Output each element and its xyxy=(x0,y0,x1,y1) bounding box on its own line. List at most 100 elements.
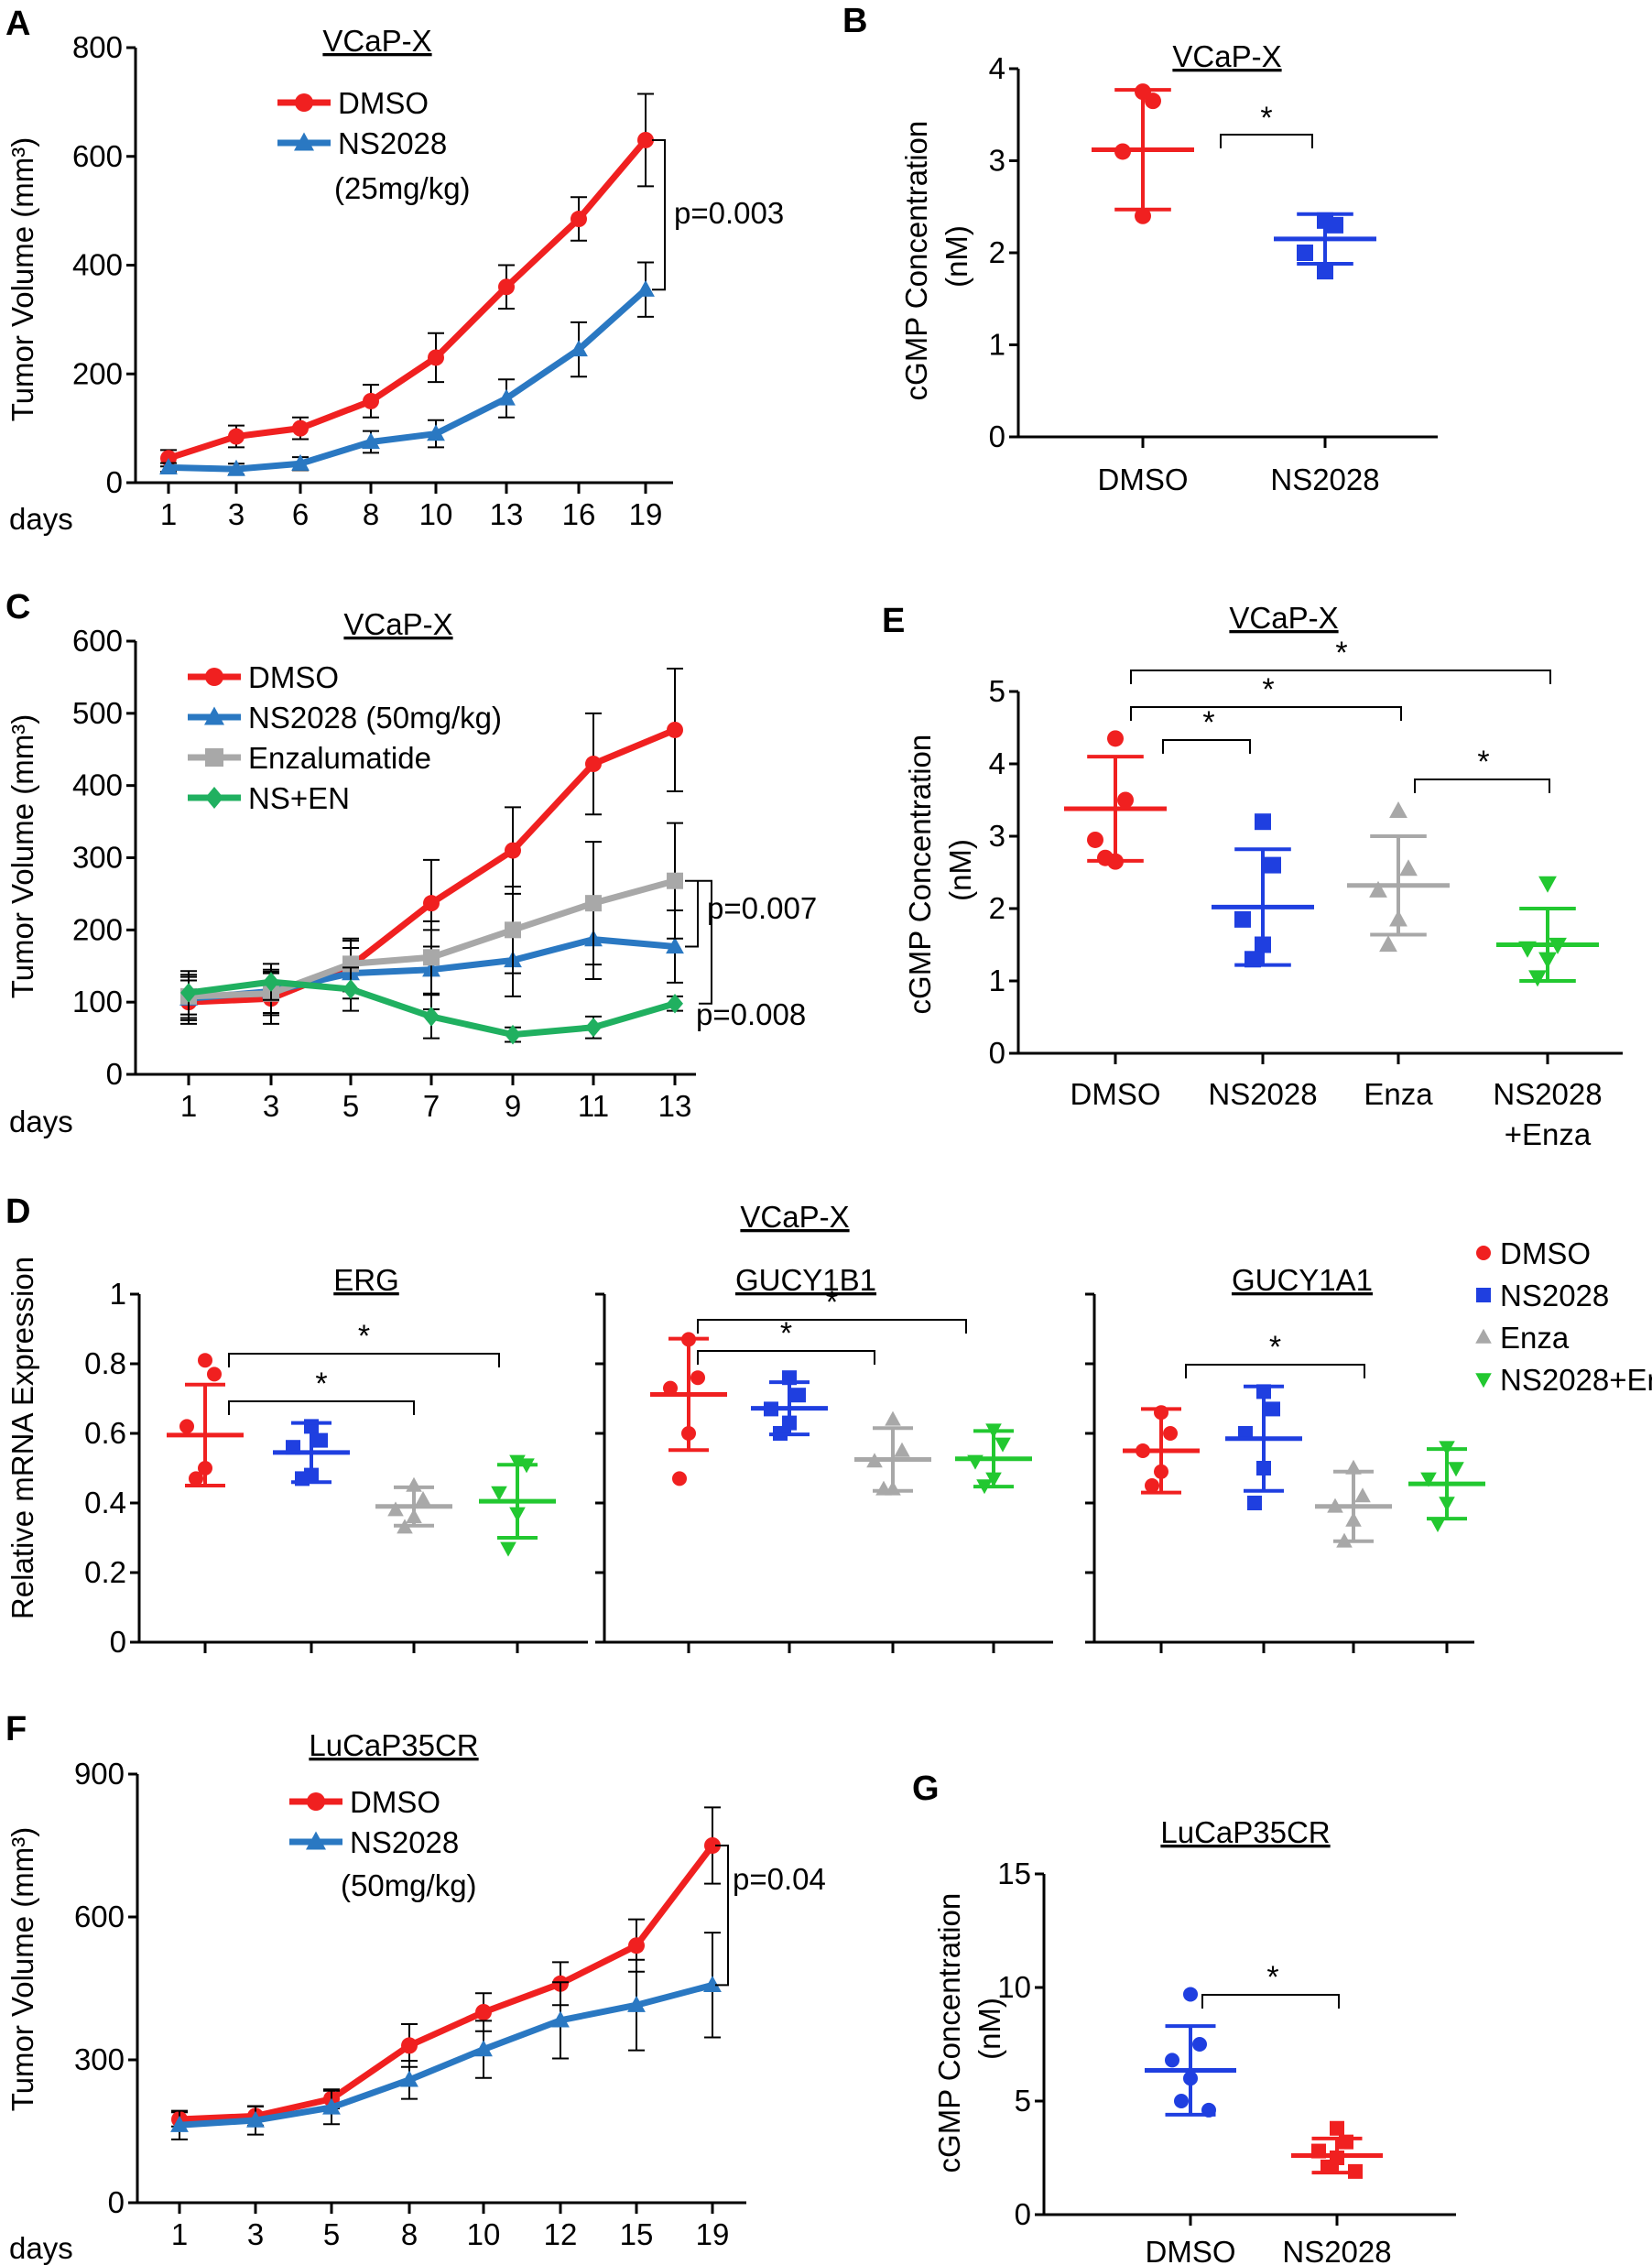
panel-d-ytick-label: 1 xyxy=(110,1277,126,1311)
panel-C-xtick-label: 1 xyxy=(180,1089,197,1123)
panel-C-data-point xyxy=(667,721,683,738)
panel-C-xtick-label: 9 xyxy=(505,1089,521,1123)
panel-F-data-point xyxy=(474,2040,493,2057)
panel-A-ytick-label: 0 xyxy=(106,465,123,499)
panel-d-data-point xyxy=(663,1380,678,1396)
panel-A-data-point xyxy=(427,424,445,441)
panel-a-ylabel: Tumor Volume (mm³) xyxy=(5,137,39,421)
panel-C-ytick-label: 100 xyxy=(72,985,123,1018)
panel-d-data-point xyxy=(207,1367,222,1382)
panel-d-subplot-title: GUCY1B1 xyxy=(735,1263,876,1297)
panel-B-data-point xyxy=(1317,263,1333,280)
panel-b-title: VCaP-X xyxy=(1172,39,1281,73)
panel-C-data-point xyxy=(505,842,521,859)
panel-d-legend-marker xyxy=(1476,1288,1491,1302)
panel-E-data-point xyxy=(1399,859,1418,877)
panel-d-group-0 xyxy=(650,1332,727,1486)
panel-F-sig-bracket xyxy=(715,1845,729,1987)
panel-C-data-point xyxy=(505,1024,521,1045)
panel-d-sig-bracket xyxy=(1185,1364,1365,1378)
panel-E-data-point xyxy=(1528,970,1547,987)
panel-b-ylabel: cGMP Concentration (nM) xyxy=(899,113,973,401)
panel-B-ytick-label: 2 xyxy=(989,235,1005,269)
panel-G-data-point xyxy=(1192,2037,1207,2052)
panel-F-xtick-label: 15 xyxy=(620,2217,654,2251)
panel-F-series-line xyxy=(179,1981,713,2129)
panel-E-sig-bracket xyxy=(1130,670,1551,684)
panel-G-data-point xyxy=(1321,2159,1335,2174)
panel-e-xtick-label: Enza xyxy=(1364,1077,1433,1111)
panel-C-legend-label: DMSO xyxy=(248,660,339,694)
panel-g-sig-star: * xyxy=(1266,1960,1278,1995)
panel-E-data-point xyxy=(1538,876,1557,893)
panel-A-legend-marker xyxy=(295,93,313,112)
panel-E-ytick-label: 2 xyxy=(989,891,1005,925)
panel-d-data-point xyxy=(189,1471,203,1486)
panel-C-data-point xyxy=(423,949,440,966)
panel-d-legend-label: NS2028 xyxy=(1500,1279,1609,1312)
panel-d-data-point xyxy=(672,1471,687,1486)
panel-B-data-point xyxy=(1297,245,1313,261)
panel-B-data-point xyxy=(1135,207,1151,224)
panel-F-legend-marker xyxy=(307,1792,325,1811)
panel-F-ytick-label: 900 xyxy=(74,1757,125,1791)
panel-E-data-point xyxy=(1369,880,1387,898)
panel-d-group-1 xyxy=(751,1370,828,1441)
panel-E-sig-bracket xyxy=(1414,779,1550,793)
panel-F-xtick-label: 10 xyxy=(467,2217,501,2251)
panel-d-legend-marker xyxy=(1476,1246,1491,1260)
panel-C-ytick-label: 600 xyxy=(72,624,123,658)
panel-c-pvalue: p=0.008 xyxy=(696,997,806,1031)
panel-E-data-point xyxy=(1087,831,1103,848)
panel-d-ytick-label: 0.4 xyxy=(84,1486,126,1519)
panel-label-f: F xyxy=(5,1710,27,1748)
panel-b: B VCaP-X cGMP Concentration (nM) 0 1 2 3 4 DM… xyxy=(842,2,1438,496)
panel-d-legend-marker xyxy=(1475,1373,1492,1388)
panel-C-data-point xyxy=(667,993,683,1014)
panel-C-legend-marker xyxy=(205,668,223,686)
panel-F-series-line xyxy=(179,1843,715,2123)
panel-G-ytick-label: 15 xyxy=(997,1857,1031,1890)
panel-A-series-1 xyxy=(159,261,655,476)
panel-A-series-line xyxy=(168,287,648,473)
panel-G-group-1 xyxy=(1291,2120,1383,2179)
panel-a-pvalue: p=0.003 xyxy=(674,196,784,230)
panel-C-data-point xyxy=(423,1007,440,1027)
panel-label-b: B xyxy=(842,2,867,40)
panel-A-xtick-label: 6 xyxy=(292,497,309,531)
panel-d-subplot-gucy1a1: GUCY1A1 xyxy=(1085,1263,1485,1653)
panel-E-sig-star: * xyxy=(1262,672,1274,707)
panel-F-series-1 xyxy=(170,1932,722,2140)
panel-E-group-2 xyxy=(1347,801,1450,953)
panel-e-xtick-label: +Enza xyxy=(1505,1117,1592,1151)
panel-G-data-point xyxy=(1183,1987,1198,2002)
panel-F-data-point xyxy=(627,1995,646,2012)
panel-E-data-point xyxy=(1389,801,1407,818)
panel-f-legend-note: (50mg/kg) xyxy=(341,1868,477,1902)
panel-B-ytick-label: 1 xyxy=(989,328,1005,362)
panel-C-data-point xyxy=(585,1017,602,1038)
panel-d-sig-star: * xyxy=(826,1285,838,1320)
panel-d-data-point xyxy=(387,1501,404,1517)
panel-A-ytick-label: 600 xyxy=(72,139,123,173)
panel-C-data-point xyxy=(585,756,602,773)
panel-C-data-point xyxy=(585,895,602,912)
panel-c-ylabel: Tumor Volume (mm³) xyxy=(5,714,39,998)
panel-C-data-point xyxy=(666,937,684,954)
panel-d-ytick-label: 0.6 xyxy=(84,1416,126,1450)
panel-A-data-point xyxy=(159,458,178,475)
panel-C-xtick-label: 11 xyxy=(578,1089,609,1123)
panel-d-data-point xyxy=(1247,1496,1262,1510)
panel-E-sig-star: * xyxy=(1477,745,1489,779)
panel-A-xtick-label: 8 xyxy=(363,497,379,531)
panel-g-ylabel-line2: (nM) xyxy=(973,1998,1006,2060)
panel-label-g: G xyxy=(912,1770,940,1808)
panel-d-data-point xyxy=(894,1442,910,1457)
panel-E-data-point xyxy=(1234,910,1251,928)
panel-d-legend-label: Enza xyxy=(1500,1321,1570,1355)
panel-C-xtick-label: 13 xyxy=(658,1089,692,1123)
panel-b-sig-star: * xyxy=(1260,101,1272,136)
panel-d-data-point xyxy=(885,1410,901,1426)
panel-C-legend-marker xyxy=(204,706,224,725)
